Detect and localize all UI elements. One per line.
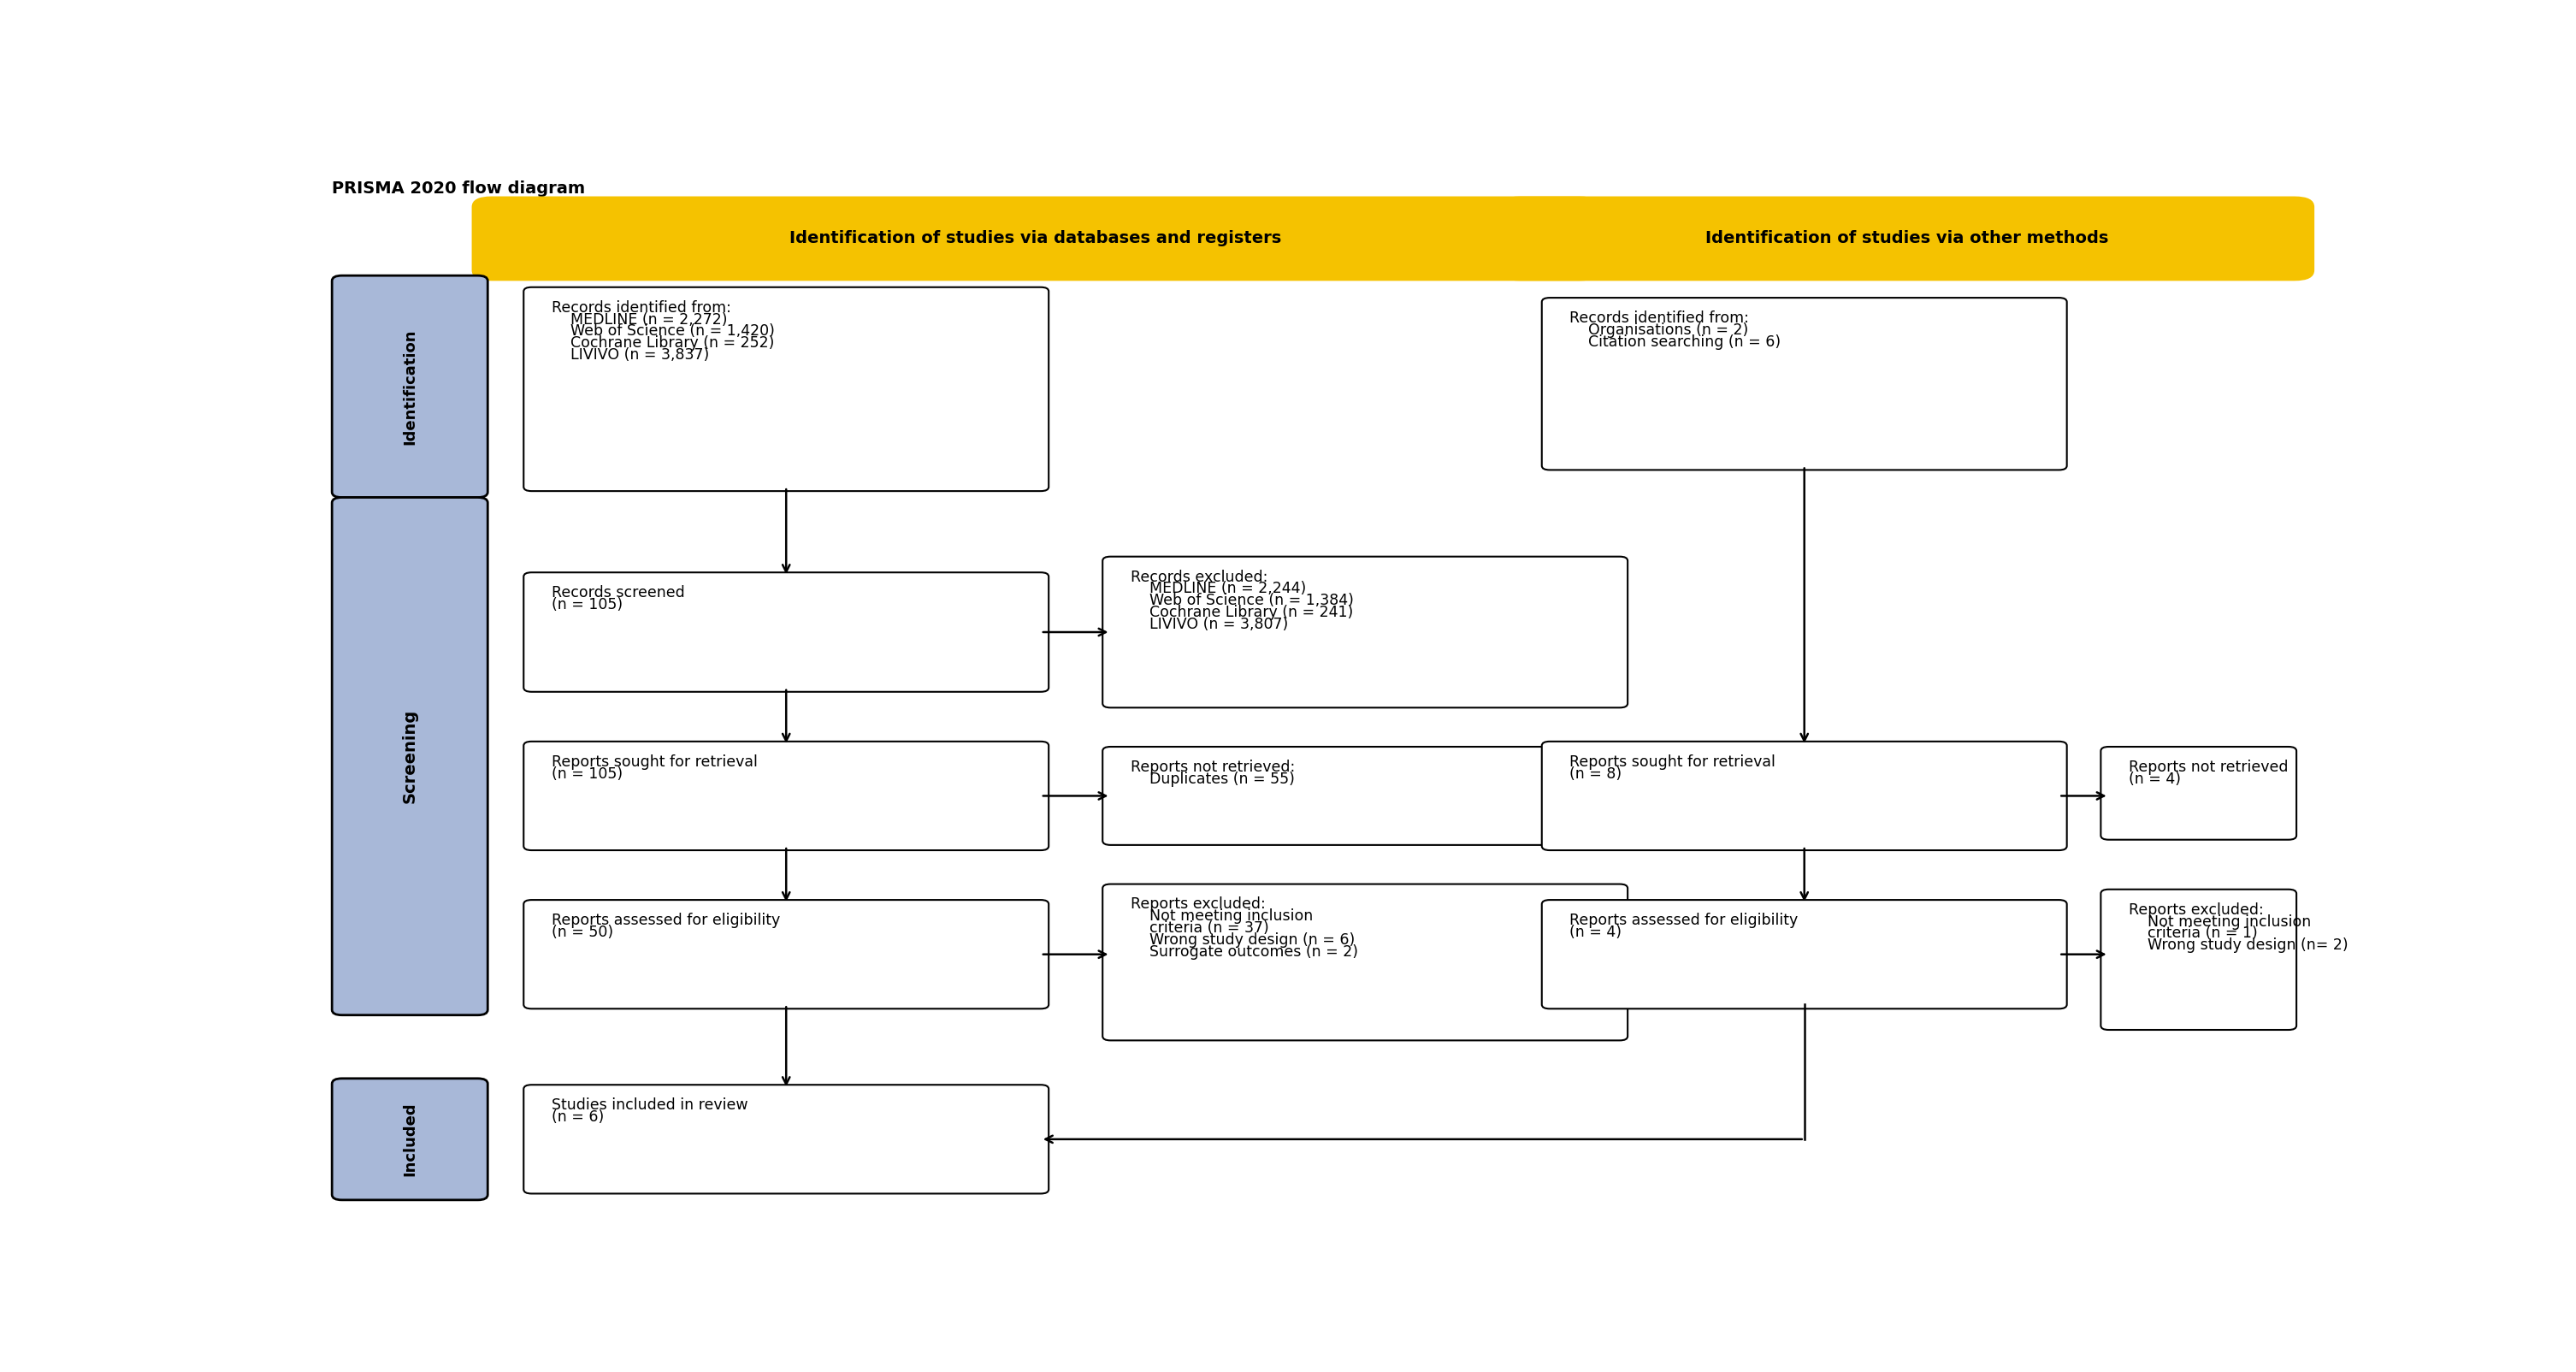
Text: Surrogate outcomes (n = 2): Surrogate outcomes (n = 2)	[1131, 944, 1358, 960]
FancyBboxPatch shape	[523, 1085, 1048, 1194]
Text: Wrong study design (n = 6): Wrong study design (n = 6)	[1131, 933, 1355, 948]
FancyBboxPatch shape	[1543, 298, 2066, 471]
Text: Duplicates (n = 55): Duplicates (n = 55)	[1131, 771, 1296, 786]
Text: LIVIVO (n = 3,807): LIVIVO (n = 3,807)	[1131, 617, 1288, 632]
Text: Identification of studies via databases and registers: Identification of studies via databases …	[791, 230, 1283, 247]
FancyBboxPatch shape	[1103, 884, 1628, 1040]
Text: Records identified from:: Records identified from:	[1569, 310, 1749, 325]
Text: Web of Science (n = 1,384): Web of Science (n = 1,384)	[1131, 593, 1352, 609]
Text: Studies included in review: Studies included in review	[551, 1098, 747, 1113]
FancyBboxPatch shape	[471, 196, 1600, 281]
FancyBboxPatch shape	[332, 276, 487, 498]
FancyBboxPatch shape	[2102, 889, 2295, 1030]
Text: Reports excluded:: Reports excluded:	[1131, 897, 1265, 912]
Text: Identification of studies via other methods: Identification of studies via other meth…	[1705, 230, 2110, 247]
Text: Reports sought for retrieval: Reports sought for retrieval	[551, 755, 757, 770]
FancyBboxPatch shape	[523, 741, 1048, 851]
Text: Included: Included	[402, 1102, 417, 1176]
Text: Cochrane Library (n = 241): Cochrane Library (n = 241)	[1131, 605, 1352, 620]
Text: Records excluded:: Records excluded:	[1131, 569, 1267, 584]
Text: Reports assessed for eligibility: Reports assessed for eligibility	[1569, 912, 1798, 927]
Text: Wrong study design (n= 2): Wrong study design (n= 2)	[2128, 938, 2349, 954]
Text: (n = 50): (n = 50)	[551, 925, 613, 940]
Text: Citation searching (n = 6): Citation searching (n = 6)	[1569, 335, 1780, 350]
Text: (n = 105): (n = 105)	[551, 597, 623, 612]
FancyBboxPatch shape	[332, 1078, 487, 1200]
Text: Reports not retrieved: Reports not retrieved	[2128, 760, 2287, 775]
Text: LIVIVO (n = 3,837): LIVIVO (n = 3,837)	[551, 347, 708, 364]
FancyBboxPatch shape	[1543, 900, 2066, 1008]
Text: (n = 4): (n = 4)	[2128, 771, 2182, 786]
FancyBboxPatch shape	[523, 900, 1048, 1008]
Text: Identification: Identification	[402, 328, 417, 445]
Text: Reports sought for retrieval: Reports sought for retrieval	[1569, 755, 1775, 770]
Text: (n = 8): (n = 8)	[1569, 766, 1623, 782]
Text: Reports assessed for eligibility: Reports assessed for eligibility	[551, 912, 781, 927]
Text: Organisations (n = 2): Organisations (n = 2)	[1569, 322, 1749, 338]
Text: Web of Science (n = 1,420): Web of Science (n = 1,420)	[551, 324, 775, 339]
Text: Screening: Screening	[402, 709, 417, 804]
Text: Cochrane Library (n = 252): Cochrane Library (n = 252)	[551, 336, 775, 351]
Text: (n = 6): (n = 6)	[551, 1110, 603, 1125]
Text: Records identified from:: Records identified from:	[551, 300, 732, 316]
FancyBboxPatch shape	[1499, 196, 2313, 281]
Text: MEDLINE (n = 2,244): MEDLINE (n = 2,244)	[1131, 582, 1306, 597]
FancyBboxPatch shape	[523, 287, 1048, 491]
FancyBboxPatch shape	[332, 498, 487, 1015]
Text: Reports not retrieved:: Reports not retrieved:	[1131, 760, 1296, 775]
Text: MEDLINE (n = 2,272): MEDLINE (n = 2,272)	[551, 311, 726, 327]
FancyBboxPatch shape	[523, 572, 1048, 691]
Text: Not meeting inclusion: Not meeting inclusion	[1131, 908, 1314, 925]
Text: Records screened: Records screened	[551, 584, 685, 601]
Text: Reports excluded:: Reports excluded:	[2128, 901, 2264, 918]
FancyBboxPatch shape	[1103, 557, 1628, 708]
FancyBboxPatch shape	[2102, 746, 2295, 840]
Text: criteria (n = 37): criteria (n = 37)	[1131, 921, 1270, 936]
FancyBboxPatch shape	[1543, 741, 2066, 851]
Text: Not meeting inclusion: Not meeting inclusion	[2128, 914, 2311, 929]
Text: criteria (n = 1): criteria (n = 1)	[2128, 926, 2257, 941]
Text: (n = 4): (n = 4)	[1569, 925, 1623, 940]
Text: (n = 105): (n = 105)	[551, 766, 623, 782]
FancyBboxPatch shape	[1103, 746, 1628, 845]
Text: PRISMA 2020 flow diagram: PRISMA 2020 flow diagram	[332, 181, 585, 196]
